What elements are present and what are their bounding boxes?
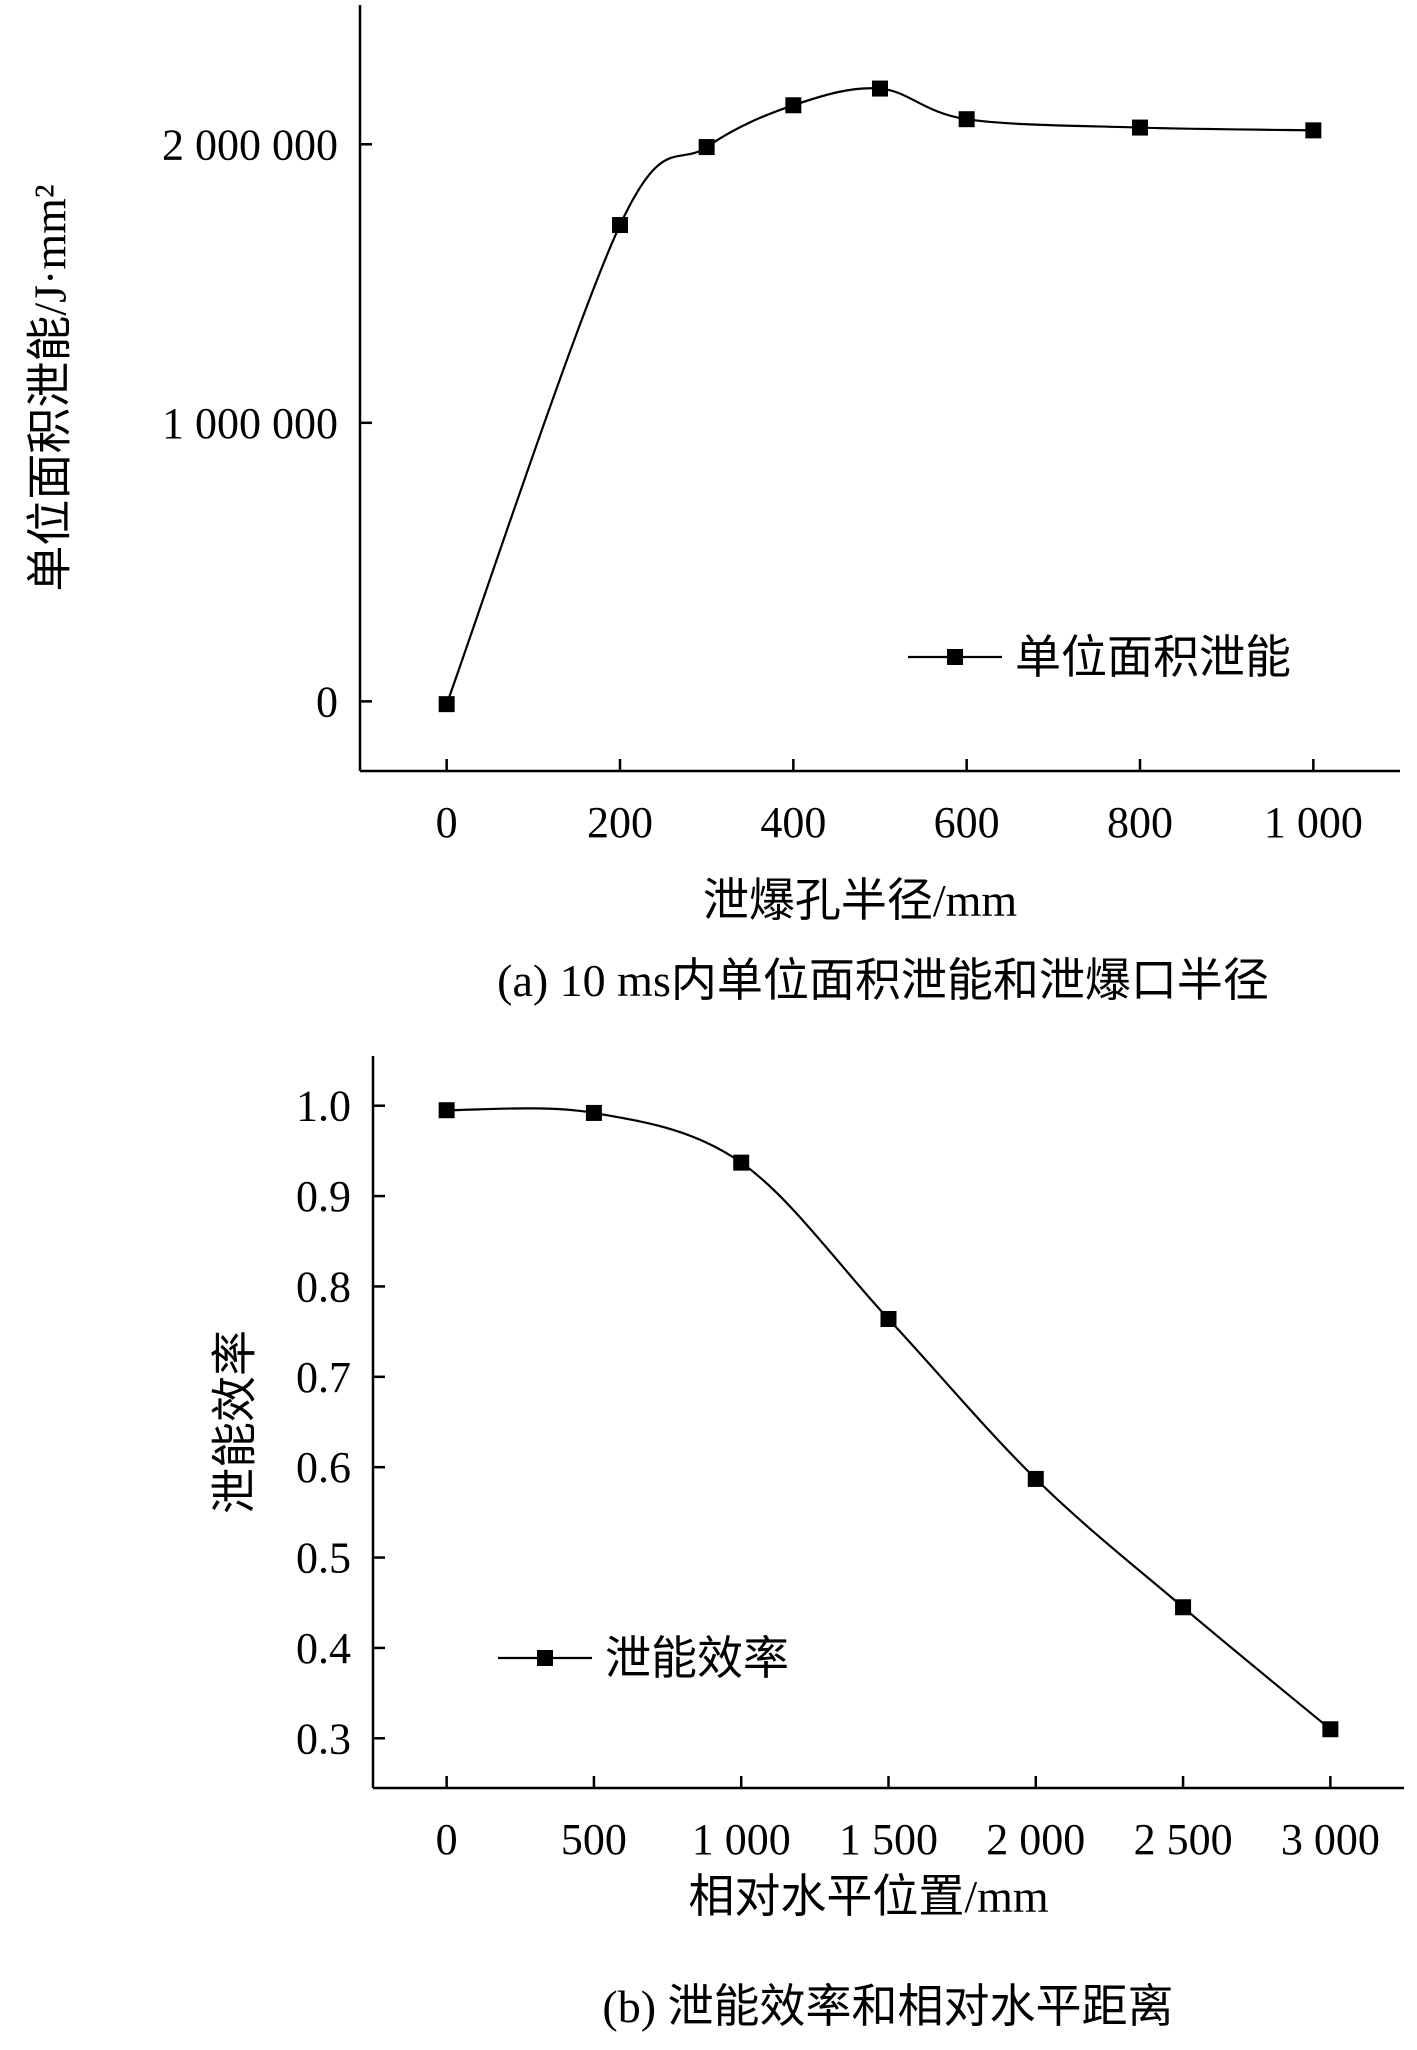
series-line bbox=[446, 1107, 1332, 1731]
y-tick-label: 0.8 bbox=[296, 1262, 351, 1311]
y-tick-label: 0.5 bbox=[296, 1534, 351, 1583]
series-line bbox=[445, 87, 1314, 705]
x-tick-label: 2 000 bbox=[986, 1815, 1085, 1864]
x-tick-label: 2 500 bbox=[1134, 1815, 1233, 1864]
data-point bbox=[880, 1310, 897, 1327]
x-tick-label: 3 000 bbox=[1281, 1815, 1380, 1864]
chart-b-y-axis-label: 泄能效率 bbox=[210, 1330, 261, 1514]
x-tick-label: 0 bbox=[436, 1815, 458, 1864]
y-tick-label: 0.6 bbox=[296, 1443, 351, 1492]
chart-a-legend-label: 单位面积泄能 bbox=[1015, 632, 1291, 683]
data-point bbox=[1027, 1470, 1044, 1487]
x-tick-label: 600 bbox=[934, 798, 1000, 847]
x-tick-label: 500 bbox=[561, 1815, 627, 1864]
chart-b-legend: 泄能效率 bbox=[498, 1633, 789, 1684]
chart-a-x-ticks: 0 200 400 600 800 1 000 bbox=[436, 759, 1363, 847]
y-tick-label: 0.7 bbox=[296, 1353, 351, 1402]
y-tick-label: 0.4 bbox=[296, 1624, 351, 1673]
chart-a-y-axis-label: 单位面积泄能/J·mm² bbox=[25, 184, 76, 591]
y-tick-label: 1.0 bbox=[296, 1082, 351, 1131]
y-tick-label: 2 000 000 bbox=[162, 120, 338, 169]
data-point bbox=[612, 217, 628, 234]
data-point bbox=[872, 80, 888, 97]
x-tick-label: 0 bbox=[436, 798, 458, 847]
y-tick-label: 0.3 bbox=[296, 1714, 351, 1763]
data-point bbox=[698, 139, 715, 156]
x-tick-label: 1 000 bbox=[1264, 798, 1363, 847]
x-tick-label: 800 bbox=[1107, 798, 1173, 847]
chart-b-axes bbox=[371, 1056, 1404, 1790]
data-point bbox=[1175, 1599, 1192, 1616]
chart-a-y-ticks: 0 1 000 000 2 000 000 bbox=[162, 120, 372, 726]
chart-a-legend-marker bbox=[947, 649, 963, 665]
x-tick-label: 200 bbox=[587, 798, 653, 847]
y-tick-label: 0 bbox=[316, 677, 338, 726]
data-point bbox=[785, 97, 802, 114]
data-point bbox=[585, 1104, 602, 1121]
chart-a-axes bbox=[358, 5, 1400, 773]
x-tick-label: 1 500 bbox=[839, 1815, 938, 1864]
chart-b-legend-marker bbox=[537, 1650, 553, 1666]
chart-a: 0 200 400 600 800 1 000 0 1 000 000 2 000 000 单… bbox=[25, 5, 1400, 1006]
chart-a-series bbox=[438, 80, 1322, 713]
chart-b-legend-label: 泄能效率 bbox=[605, 1633, 789, 1684]
data-point bbox=[733, 1154, 750, 1171]
y-tick-label: 1 000 000 bbox=[162, 399, 338, 448]
data-point bbox=[1305, 122, 1322, 139]
chart-a-legend: 单位面积泄能 bbox=[908, 632, 1291, 683]
chart-b: 0 500 1 000 1 500 2 000 2 500 3 000 0.30.40.50… bbox=[210, 1056, 1404, 2032]
x-tick-label: 1 000 bbox=[692, 1815, 791, 1864]
chart-b-y-ticks: 0.3 0.4 0.5 0.6 0.7 0.8 0.9 1.0 bbox=[296, 1082, 385, 1763]
x-tick-label: 400 bbox=[760, 798, 826, 847]
data-point bbox=[1132, 119, 1148, 136]
y-tick-label: 0.9 bbox=[296, 1172, 351, 1221]
data-point bbox=[958, 111, 975, 128]
data-point bbox=[1322, 1721, 1339, 1738]
chart-b-caption: (b) 泄能效率和相对水平距离 bbox=[602, 1981, 1173, 2032]
chart-b-x-axis-label: 相对水平位置/mm bbox=[688, 1871, 1049, 1922]
chart-a-x-axis-label: 泄爆孔半径/mm bbox=[703, 875, 1018, 926]
data-point bbox=[438, 696, 455, 713]
data-point bbox=[438, 1102, 455, 1119]
chart-b-series bbox=[438, 1102, 1339, 1738]
chart-b-x-ticks: 0 500 1 000 1 500 2 000 2 500 3 000 bbox=[436, 1776, 1380, 1864]
chart-a-caption: (a) 10 ms内单位面积泄能和泄爆口半径 bbox=[497, 955, 1269, 1006]
